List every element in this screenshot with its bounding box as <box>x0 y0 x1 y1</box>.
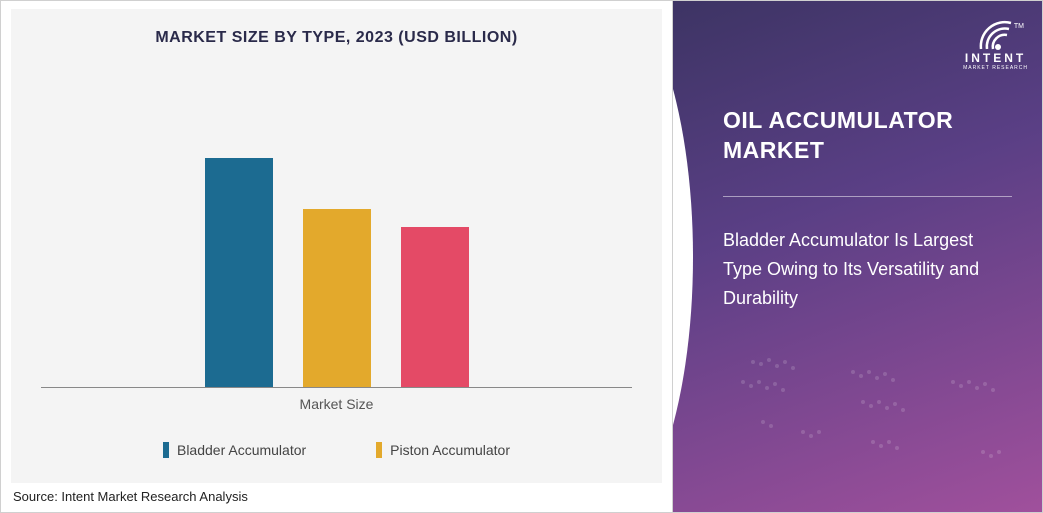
bar <box>205 158 273 387</box>
legend-item: Piston Accumulator <box>376 442 510 458</box>
bar <box>401 227 469 387</box>
legend-label: Piston Accumulator <box>390 442 510 458</box>
plot-area <box>41 67 632 388</box>
logo-subtext: MARKET RESEARCH <box>963 65 1028 71</box>
legend-swatch <box>163 442 169 458</box>
legend: Bladder Accumulator Piston Accumulator <box>41 427 632 473</box>
source-citation: Source: Intent Market Research Analysis <box>1 483 672 512</box>
x-axis-label: Market Size <box>41 396 632 412</box>
info-panel: INTENT MARKET RESEARCH TM OIL ACCUMULATO… <box>673 1 1042 512</box>
legend-item: Bladder Accumulator <box>163 442 306 458</box>
world-map-decoration <box>703 322 1042 502</box>
bar <box>303 209 371 387</box>
logo-icon <box>975 13 1017 55</box>
panel-subtitle: Bladder Accumulator Is Largest Type Owin… <box>723 226 1012 312</box>
legend-label: Bladder Accumulator <box>177 442 306 458</box>
chart-title: MARKET SIZE BY TYPE, 2023 (USD BILLION) <box>41 29 632 47</box>
chart-panel: MARKET SIZE BY TYPE, 2023 (USD BILLION) … <box>1 1 673 512</box>
divider-line <box>723 196 1012 197</box>
panel-title: OIL ACCUMULATOR MARKET <box>723 106 1022 166</box>
legend-swatch <box>376 442 382 458</box>
trademark-symbol: TM <box>1014 23 1024 30</box>
bar-group <box>41 67 632 387</box>
brand-logo: INTENT MARKET RESEARCH TM <box>963 13 1028 71</box>
chart-container: MARKET SIZE BY TYPE, 2023 (USD BILLION) … <box>11 9 662 483</box>
